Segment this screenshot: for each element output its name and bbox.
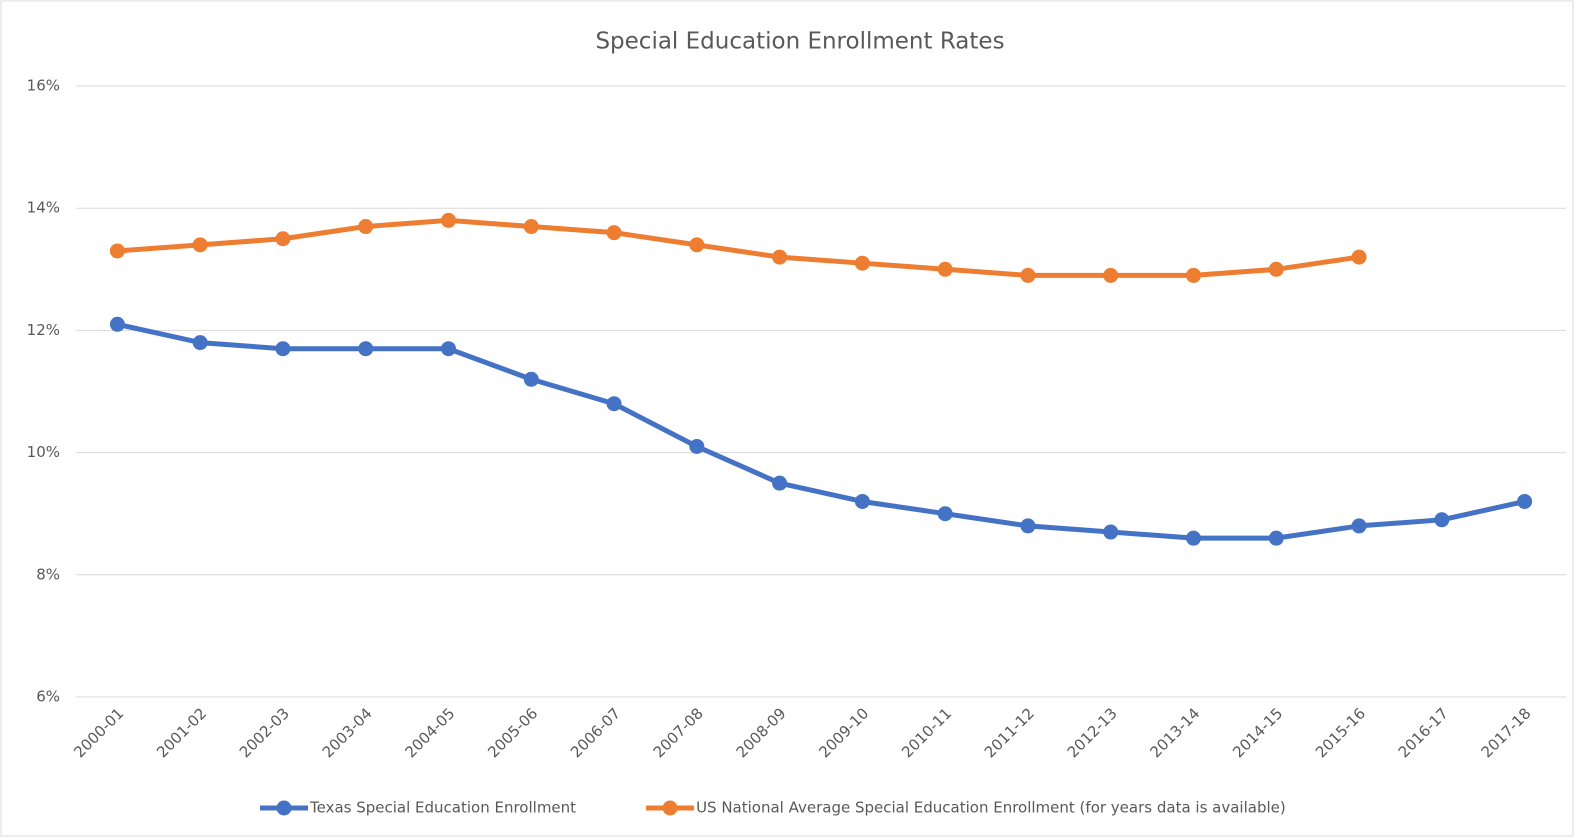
data-point [1186,267,1201,283]
data-point [1268,261,1284,277]
data-point [937,261,953,277]
data-point [1186,530,1201,546]
y-tick-label: 14% [27,199,60,217]
data-point [358,219,374,235]
data-point [441,212,456,228]
data-point [192,237,208,253]
data-point [1268,530,1284,546]
data-point [358,341,374,357]
data-point [1020,267,1036,283]
legend-label: US National Average Special Education En… [696,799,1286,817]
legend-label: Texas Special Education Enrollment [309,799,576,817]
legend-marker [276,800,292,816]
data-point [606,225,622,241]
data-point [606,396,622,412]
data-point [1103,267,1119,283]
data-point [1517,493,1533,509]
series-line [117,217,1360,278]
series-line [116,321,1526,541]
data-point [689,237,705,253]
y-tick-label: 10% [27,443,60,461]
legend-marker [662,800,678,816]
data-point [192,335,208,351]
data-point [1434,512,1450,528]
data-point [275,231,291,247]
y-tick-label: 8% [36,565,60,583]
data-point [689,438,705,454]
data-point [109,316,125,332]
data-point [772,475,788,491]
data-point [1020,518,1036,534]
data-point [109,243,125,259]
y-tick-label: 16% [27,77,60,95]
data-point [854,493,870,509]
data-point [772,249,788,265]
y-tick-label: 6% [36,688,60,706]
y-tick-label: 12% [27,321,60,339]
data-point [1103,524,1119,540]
chart-title: Special Education Enrollment Rates [595,29,1004,55]
data-point [1351,518,1367,534]
data-point [441,341,456,357]
data-point [275,341,291,357]
data-point [523,219,539,235]
data-point [1351,249,1367,265]
data-point [523,371,539,387]
data-point [937,506,953,522]
data-point [854,255,870,271]
